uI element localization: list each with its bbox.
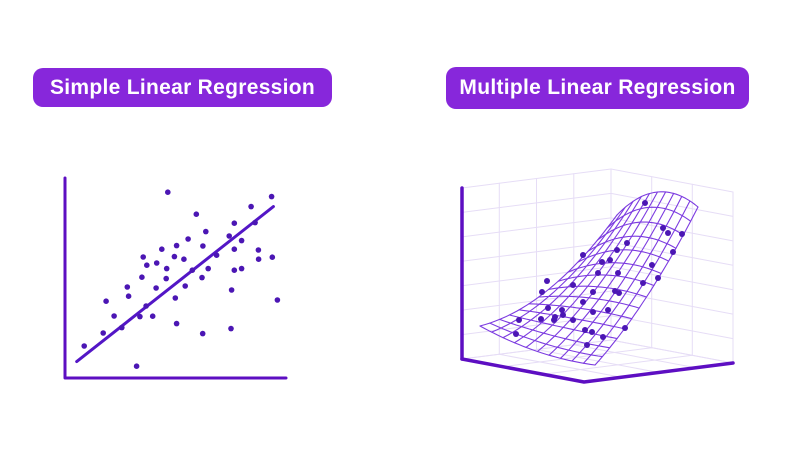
simple-regression-scatter-plot	[63, 176, 288, 380]
multiple-regression-badge: Multiple Linear Regression	[446, 67, 749, 109]
simple-regression-badge: Simple Linear Regression	[33, 68, 332, 107]
multiple-regression-badge-label: Multiple Linear Regression	[459, 76, 736, 99]
multiple-regression-surface-plot	[460, 168, 735, 384]
simple-regression-badge-label: Simple Linear Regression	[49, 75, 316, 99]
